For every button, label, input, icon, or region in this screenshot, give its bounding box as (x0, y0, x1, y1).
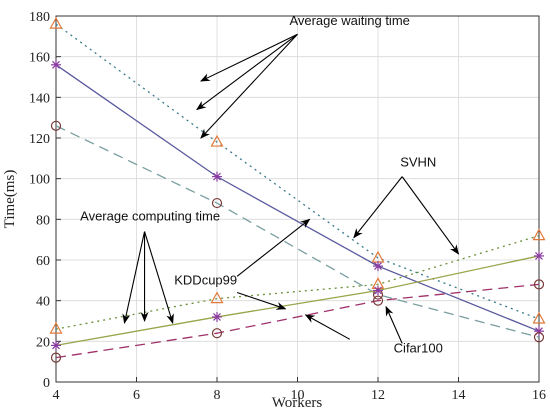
x-tick-label: 10 (291, 388, 305, 403)
annotation-label: Average waiting time (289, 13, 409, 28)
annotation-arrow (236, 218, 311, 277)
data-point-circle (50, 120, 62, 131)
annotation-arrow (196, 33, 298, 111)
data-point-circle (372, 295, 384, 306)
y-tick-label: 140 (29, 91, 50, 106)
y-axis-ticks: 0 20 40 60 80 100 120 140 160 180 (29, 10, 61, 391)
x-tick-label: 4 (53, 388, 60, 403)
data-point-asterisk (212, 171, 222, 182)
data-point-triangle (532, 228, 546, 241)
x-tick-label: 16 (532, 388, 546, 403)
series-line (55, 64, 540, 332)
y-tick-label: 80 (36, 213, 50, 228)
y-tick-label: 60 (36, 254, 50, 269)
data-point-circle (533, 279, 545, 290)
y-tick-label: 180 (29, 10, 50, 25)
data-point-circle (533, 332, 545, 343)
y-tick-label: 20 (36, 335, 50, 350)
annotation-arrow (353, 176, 403, 239)
series-line (55, 255, 540, 347)
annotation-arrow (236, 292, 287, 310)
data-point-circle (211, 328, 223, 339)
annotation-label: Average computing time (80, 208, 220, 223)
y-tick-label: 120 (29, 132, 50, 147)
x-axis-label: Workers (272, 395, 323, 411)
x-tick-label: 14 (452, 388, 466, 403)
annotation-arrow (199, 33, 298, 82)
annotation-label: KDDcup99 (174, 272, 237, 287)
data-point-triangle (532, 311, 546, 324)
annotation-label: Cifar100 (394, 341, 443, 356)
data-point-triangle (210, 134, 224, 147)
annotation-arrow (200, 33, 298, 139)
x-axis-ticks: 4 6 8 10 12 14 16 (53, 377, 546, 403)
y-tick-label: 40 (36, 295, 50, 310)
annotation-label: SVHN (400, 154, 436, 169)
data-point-asterisk (51, 340, 61, 351)
data-point-asterisk (212, 311, 222, 322)
series-layer (49, 16, 546, 363)
data-point-asterisk (373, 261, 383, 272)
annotation-arrow (122, 231, 146, 325)
data-point-circle (50, 352, 62, 363)
y-tick-label: 0 (43, 376, 50, 391)
x-tick-label: 6 (133, 388, 140, 403)
data-point-triangle (49, 321, 63, 334)
y-axis-label: Time(ms) (2, 170, 18, 229)
annotation-layer: Average waiting time Average computing ti… (80, 13, 460, 356)
data-point-asterisk (373, 285, 383, 296)
annotation-arrow (401, 176, 460, 255)
data-point-asterisk (534, 250, 544, 261)
data-point-triangle (49, 16, 63, 29)
annotation-arrow (304, 314, 351, 340)
series-line (55, 125, 540, 338)
x-tick-label: 8 (214, 388, 221, 403)
series-line (55, 283, 540, 359)
data-point-triangle (210, 291, 224, 304)
annotation-arrow (385, 305, 403, 344)
x-tick-label: 12 (371, 388, 385, 403)
y-tick-label: 160 (29, 51, 50, 66)
annotation-arrow (144, 231, 174, 324)
series-line (55, 234, 540, 330)
data-point-circle (211, 197, 223, 209)
y-tick-label: 100 (29, 173, 50, 188)
data-point-asterisk (51, 59, 61, 70)
